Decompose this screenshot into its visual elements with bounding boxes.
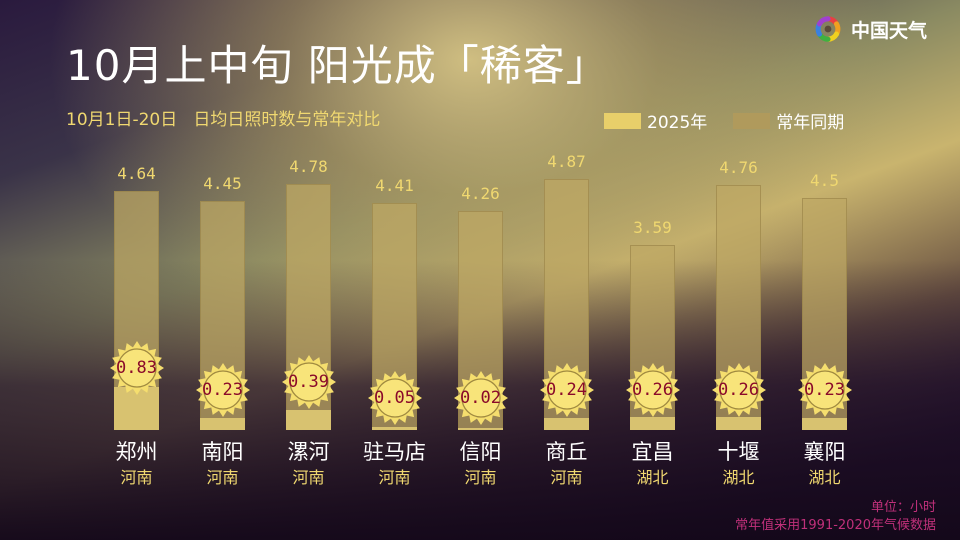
value-2025-label: 0.05	[374, 388, 415, 408]
normal-value-label: 3.59	[633, 218, 672, 238]
province-label: 湖北	[722, 468, 755, 487]
value-2025-label: 0.02	[460, 388, 501, 408]
sun-badge: 0.83	[109, 340, 165, 396]
city-label: 郑州	[115, 440, 158, 464]
page-title: 10月上中旬 阳光成「稀客」	[66, 41, 609, 90]
normal-value-label: 4.76	[719, 157, 758, 177]
province-label: 湖北	[636, 468, 669, 487]
city-label: 宜昌	[631, 440, 674, 464]
normal-value-label: 4.26	[461, 183, 500, 203]
province-label: 河南	[464, 468, 497, 487]
legend-swatch-normal	[733, 112, 771, 129]
legend-label-normal: 常年同期	[776, 113, 845, 133]
city-label: 信阳	[459, 440, 502, 464]
bar-2025-8	[802, 418, 847, 430]
sun-badge: 0.26	[711, 362, 767, 418]
normal-value-label: 4.87	[547, 152, 586, 172]
normal-value-label: 4.78	[289, 156, 328, 176]
city-label: 驻马店	[363, 440, 426, 464]
city-label: 商丘	[545, 440, 588, 464]
logo-text: 中国天气	[851, 19, 928, 42]
sun-badge: 0.05	[367, 370, 423, 426]
sun-badge: 0.39	[281, 354, 337, 410]
value-2025-label: 0.26	[718, 380, 759, 400]
bar-2025-2	[286, 409, 331, 430]
sun-badge: 0.23	[195, 362, 251, 418]
value-2025-label: 0.39	[288, 372, 329, 392]
normal-value-label: 4.5	[810, 171, 839, 191]
province-label: 河南	[120, 468, 153, 487]
normal-value-label: 4.64	[117, 164, 156, 184]
province-label: 河南	[206, 468, 239, 487]
city-label: 十堰	[717, 440, 760, 464]
sun-badge: 0.24	[539, 362, 595, 418]
legend-item-normal: 常年同期	[733, 108, 844, 133]
legend-label-2025: 2025年	[647, 113, 708, 133]
sun-badge: 0.02	[453, 370, 509, 426]
city-label: 漯河	[287, 440, 330, 464]
province-label: 河南	[378, 468, 411, 487]
value-2025-label: 0.23	[202, 380, 243, 400]
bar-2025-6	[630, 416, 675, 430]
province-label: 河南	[292, 468, 325, 487]
data-source-note: 常年值采用1991-2020年气候数据	[735, 518, 936, 533]
china-weather-pinwheel-icon	[815, 16, 841, 42]
legend-item-2025: 2025年	[604, 108, 707, 133]
value-2025-label: 0.24	[546, 380, 587, 400]
brand-logo: 中国天气	[811, 12, 927, 46]
sun-badge: 0.26	[625, 362, 681, 418]
bar-2025-5	[544, 417, 589, 430]
value-2025-label: 0.83	[116, 358, 157, 378]
province-label: 河南	[550, 468, 583, 487]
bar-2025-1	[200, 418, 245, 430]
value-2025-label: 0.26	[632, 380, 673, 400]
unit-label: 单位：小时	[870, 500, 936, 515]
chart-legend: 2025年 常年同期	[604, 108, 870, 133]
bar-2025-4	[458, 428, 503, 430]
city-label: 南阳	[201, 440, 244, 464]
chart-subtitle: 10月1日-20日 日均日照时数与常年对比	[66, 110, 381, 130]
legend-swatch-2025	[604, 112, 641, 129]
value-2025-label: 0.23	[804, 380, 845, 400]
bar-2025-7	[716, 416, 761, 430]
province-label: 湖北	[808, 468, 841, 487]
bar-2025-3	[372, 427, 417, 430]
city-label: 襄阳	[803, 440, 846, 464]
normal-value-label: 4.45	[203, 173, 242, 193]
normal-value-label: 4.41	[375, 175, 414, 195]
sun-badge: 0.23	[797, 362, 853, 418]
